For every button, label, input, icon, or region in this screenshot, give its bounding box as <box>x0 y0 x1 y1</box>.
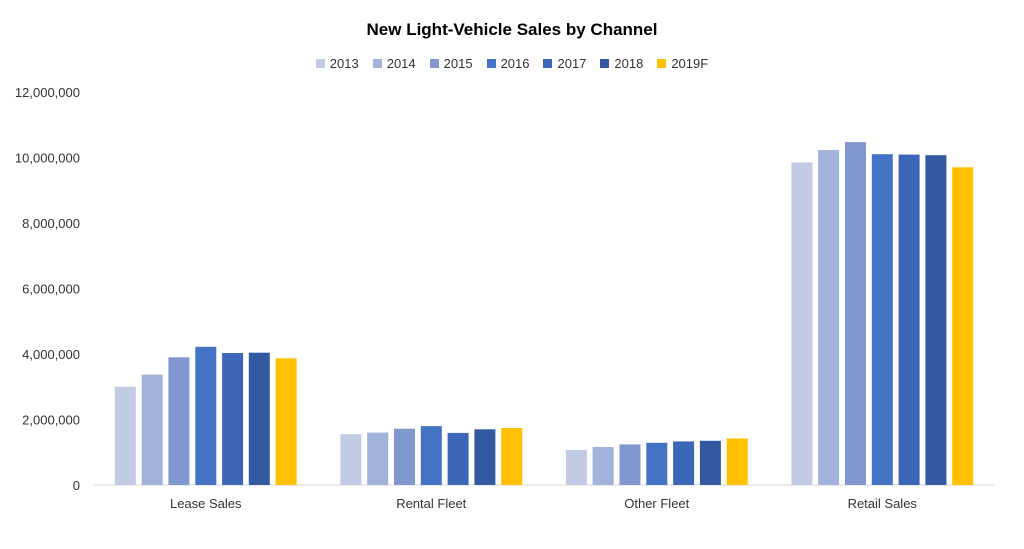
legend-label: 2018 <box>614 56 644 71</box>
x-tick-label: Rental Fleet <box>396 496 466 511</box>
legend-label: 2014 <box>386 56 416 71</box>
bar <box>726 438 748 485</box>
y-tick-label: 2,000,000 <box>22 413 80 428</box>
bar <box>447 432 469 485</box>
bar <box>898 154 920 485</box>
bar <box>141 374 163 485</box>
legend-item: 2016 <box>486 56 530 71</box>
legend: 2013 2014 2015 2016 2017 2018 2019F <box>0 56 1024 71</box>
bar <box>791 162 813 485</box>
legend-item: 2014 <box>372 56 416 71</box>
bar <box>699 440 721 485</box>
legend-item: 2013 <box>315 56 359 71</box>
bar <box>420 426 442 485</box>
y-tick-label: 12,000,000 <box>15 85 80 100</box>
bar <box>168 357 190 485</box>
bar <box>845 142 866 485</box>
x-tick-label: Lease Sales <box>170 496 242 511</box>
bar <box>818 150 840 485</box>
y-tick-label: 10,000,000 <box>15 151 80 166</box>
bar <box>619 444 641 485</box>
bar <box>367 432 389 485</box>
bar <box>114 386 136 486</box>
legend-item: 2015 <box>429 56 473 71</box>
bar <box>222 353 244 485</box>
bar <box>195 346 217 485</box>
y-tick-label: 4,000,000 <box>22 347 80 362</box>
legend-label: 2013 <box>329 56 359 71</box>
chart-title: New Light-Vehicle Sales by Channel <box>366 20 658 39</box>
bar <box>952 167 974 486</box>
bar <box>871 154 893 485</box>
bar <box>565 450 587 485</box>
legend-label: 2015 <box>443 56 473 71</box>
legend-label: 2017 <box>557 56 587 71</box>
legend-item: 2018 <box>600 56 643 71</box>
bar <box>501 428 523 485</box>
legend-item: 2017 <box>543 56 586 71</box>
legend-item: 2019F <box>657 56 708 71</box>
legend-label: 2019F <box>671 56 709 71</box>
bar <box>394 428 415 485</box>
bar <box>592 447 614 485</box>
bar <box>673 441 695 485</box>
bar <box>275 358 297 485</box>
bar <box>340 434 362 485</box>
legend-label: 2016 <box>500 56 530 71</box>
bar <box>646 442 668 485</box>
legend-swatch <box>372 59 382 68</box>
x-tick-label: Retail Sales <box>848 496 918 511</box>
legend-swatch <box>657 59 667 68</box>
y-tick-label: 6,000,000 <box>22 282 80 297</box>
bar <box>925 155 947 485</box>
legend-swatch <box>486 59 496 68</box>
legend-swatch <box>543 59 553 68</box>
legend-swatch <box>429 59 439 68</box>
y-tick-label: 8,000,000 <box>22 216 80 231</box>
legend-swatch <box>600 59 610 68</box>
bar <box>248 352 270 485</box>
y-tick-label: 0 <box>73 478 80 493</box>
legend-swatch <box>315 59 325 68</box>
bar <box>474 429 496 485</box>
x-tick-label: Other Fleet <box>624 496 689 511</box>
